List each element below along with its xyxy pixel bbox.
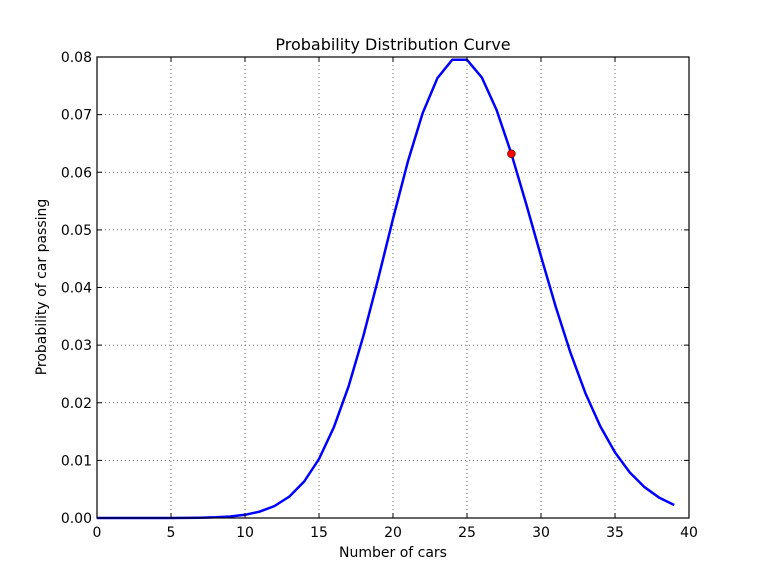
grid [97, 57, 689, 518]
y-tick-label: 0.03 [61, 338, 92, 354]
x-tick-label: 5 [167, 525, 176, 541]
x-axis: 0 5 10 15 20 25 30 35 40 [93, 57, 698, 541]
y-axis-label: Probability of car passing [34, 199, 50, 376]
x-axis-label: Number of cars [339, 545, 447, 561]
x-tick-label: 35 [606, 525, 624, 541]
chart-title: Probability Distribution Curve [275, 35, 510, 54]
x-tick-label: 40 [680, 525, 698, 541]
y-tick-label: 0.02 [61, 396, 92, 412]
x-tick-label: 0 [93, 525, 102, 541]
data-series [97, 58, 675, 520]
y-tick-label: 0.05 [61, 223, 92, 239]
y-tick-label: 0.06 [61, 165, 92, 181]
y-tick-label: 0.07 [61, 108, 92, 124]
y-tick-label: 0.01 [61, 453, 92, 469]
x-tick-label: 15 [310, 525, 328, 541]
x-tick-label: 20 [384, 525, 402, 541]
highlight-marker [507, 149, 516, 159]
x-tick-label: 10 [236, 525, 254, 541]
probability-curve [97, 58, 675, 520]
x-tick-label: 30 [532, 525, 550, 541]
y-tick-label: 0.00 [61, 511, 92, 527]
x-tick-label: 25 [458, 525, 476, 541]
y-axis: 0.00 0.01 0.02 0.03 0.04 0.05 0.06 0.07 0.08 [61, 50, 689, 527]
y-tick-label: 0.04 [61, 281, 92, 297]
y-tick-label: 0.08 [61, 50, 92, 66]
